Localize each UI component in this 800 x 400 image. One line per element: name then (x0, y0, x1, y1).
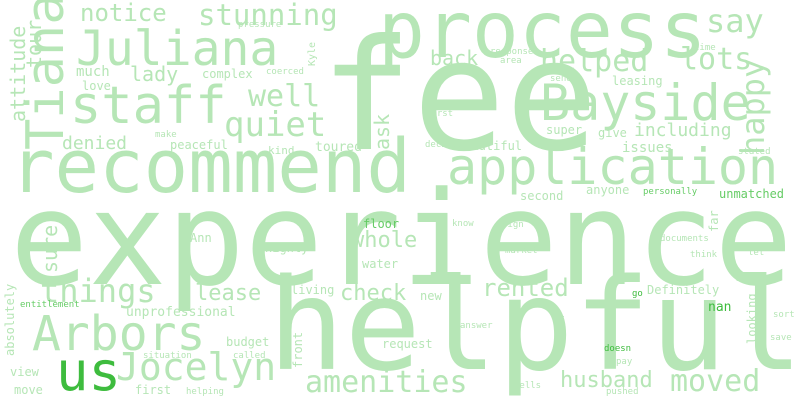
word-issues: issues (622, 140, 673, 156)
word-called: called (233, 351, 266, 361)
word-stated: stated (738, 147, 771, 157)
word-kyle: Kyle (307, 41, 318, 66)
word-send: send (550, 74, 572, 84)
word-absolutely: absolutely (3, 283, 17, 356)
word-things: things (40, 272, 156, 310)
word-lease: lease (195, 281, 262, 306)
word-denied: denied (62, 133, 128, 154)
word-water: water (362, 257, 399, 271)
word-pushed: pushed (606, 387, 639, 397)
word-jocelyn: Jocelyn (116, 345, 277, 389)
word-back: back (430, 46, 479, 70)
word-save: save (770, 333, 792, 343)
word-far: far (707, 210, 721, 232)
word-anyone: anyone (586, 183, 630, 197)
word-whole: whole (351, 228, 418, 253)
word-unprofessional: unprofessional (126, 305, 236, 320)
word-entitlement: entitlement (20, 300, 80, 310)
word-new: new (420, 289, 442, 303)
word-sign: sign (502, 220, 524, 230)
word-moved: moved (670, 364, 761, 399)
word-notice: notice (80, 0, 167, 27)
word-amenities: amenities (305, 365, 468, 400)
word-experience: experience (10, 163, 793, 315)
word-quiet: quiet (224, 105, 327, 145)
word-looking: looking (745, 293, 759, 344)
word-unmatched: unmatched (719, 187, 785, 201)
word-highly: highly (265, 241, 309, 255)
word-bayside: Bayside (540, 74, 751, 132)
word-situation: situation (143, 351, 192, 361)
word-coerced: coerced (266, 67, 304, 77)
word-tells: tells (514, 381, 542, 391)
word-kind: kind (268, 144, 295, 157)
word-us: us (56, 340, 122, 400)
word-response: response (490, 47, 534, 57)
word-answer: answer (460, 321, 493, 331)
word-attitude: attitude (6, 25, 30, 122)
word-area: area (500, 56, 522, 66)
word-peaceful: peaceful (170, 138, 228, 152)
word-give: give (598, 126, 627, 140)
word-stop: stop (555, 312, 565, 334)
word-helpful: helpful (268, 251, 800, 399)
word-request: request (382, 337, 433, 351)
word-move: move (14, 383, 43, 397)
word-husband: husband (560, 368, 653, 393)
word-let: let (748, 248, 765, 258)
word-juliana: Juliana (76, 21, 279, 77)
word-complex: complex (202, 67, 253, 81)
word-worst: worst (426, 109, 454, 119)
word-go: go (632, 289, 643, 299)
word-stunning: stunning (198, 0, 338, 32)
word-sure: sure (38, 224, 62, 273)
word-ann: Ann (190, 231, 212, 245)
word-definitely: Definitely (647, 283, 720, 297)
word-process: process (378, 0, 707, 76)
word-lots: lots (680, 42, 753, 77)
word-helped: helped (540, 44, 649, 79)
word-personally: personally (643, 187, 698, 197)
word-say: say (706, 2, 764, 40)
word-happy: happy (734, 58, 772, 155)
word-doesn: doesn (604, 344, 632, 354)
word-recommend: recommend (10, 124, 411, 210)
word-front: front (291, 331, 305, 368)
word-first: first (135, 383, 172, 397)
word-pressure: pressure (238, 20, 282, 30)
word-sort: sort (773, 310, 795, 320)
word-think: think (690, 250, 718, 260)
word-super: super (546, 123, 583, 137)
word-helping: helping (186, 387, 224, 397)
word-pay: pay (616, 357, 633, 367)
word-lady: lady (130, 62, 179, 86)
word-living: living (291, 283, 335, 297)
word-make: make (155, 130, 177, 140)
word-floor: floor (363, 217, 400, 231)
word-fee: fee (320, 7, 599, 186)
word-arbors: Arbors (32, 306, 206, 362)
word-beautiful: Beautiful (457, 139, 523, 153)
word-documents: documents (660, 234, 709, 244)
word-budget: budget (226, 335, 270, 349)
word-time: time (694, 43, 716, 53)
word-love: love (82, 79, 111, 93)
word-leasing: leasing (612, 74, 663, 88)
word-view: view (10, 365, 39, 379)
word-decided: decided (425, 140, 463, 150)
word-including: including (634, 120, 732, 141)
word-toured: toured (315, 140, 362, 155)
word-nan: nan (708, 300, 732, 315)
word-staff: staff (70, 76, 227, 136)
word-much: much (76, 64, 110, 80)
word-know: know (452, 219, 474, 229)
word-rented: rented (482, 274, 569, 302)
word-second: second (520, 189, 564, 203)
word-ask: ask (370, 113, 394, 150)
word-well: well (248, 79, 321, 114)
word-application: application (447, 138, 779, 196)
word-market: market (505, 246, 538, 256)
word-check: check (340, 281, 407, 306)
